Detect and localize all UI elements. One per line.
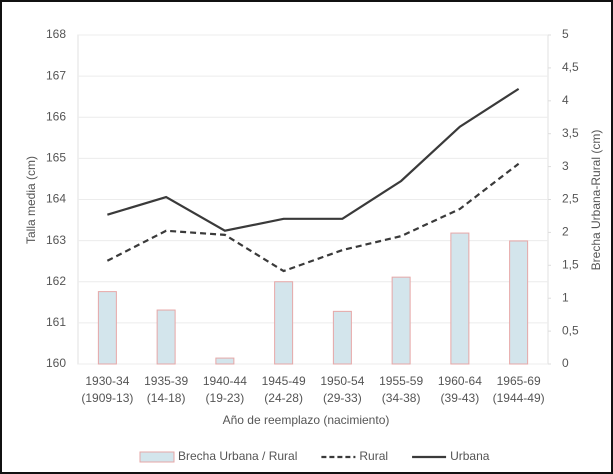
x-tick-label: (34-38) [382, 391, 421, 405]
x-tick-label: 1955-59 [379, 374, 423, 388]
x-tick-label: (39-43) [441, 391, 480, 405]
y2-tick-label: 3,5 [562, 126, 579, 140]
y2-tick-label: 4 [562, 93, 569, 107]
bar [156, 309, 176, 365]
y2-tick-label: 0 [562, 356, 569, 370]
y-tick-label: 167 [46, 68, 66, 82]
x-tick-label: 1960-64 [438, 374, 482, 388]
x-tick-label: (29-33) [323, 391, 362, 405]
y-tick-label: 163 [46, 233, 66, 247]
x-tick-label: (24-28) [264, 391, 303, 405]
bar [332, 310, 352, 365]
y-tick-label: 160 [46, 356, 66, 370]
bar [215, 357, 235, 365]
y2-tick-label: 1,5 [562, 257, 579, 271]
x-tick-label: 1935-39 [144, 374, 188, 388]
line [107, 87, 520, 232]
y-tick-label: 164 [46, 192, 66, 206]
y-tick-label: 162 [46, 274, 66, 288]
y-tick-label: 166 [46, 109, 66, 123]
legend-label: Brecha Urbana / Rural [178, 449, 297, 463]
y-tick-label: 165 [46, 151, 66, 165]
bar [274, 281, 294, 365]
y2-tick-label: 2 [562, 225, 569, 239]
x-tick-label: (1909-13) [81, 391, 133, 405]
x-tick-label: (19-23) [206, 391, 245, 405]
x-tick-label: 1940-44 [203, 374, 247, 388]
y2-tick-label: 4,5 [562, 60, 579, 74]
y2-tick-label: 3 [562, 159, 569, 173]
x-axis-title: Año de reemplazo (nacimiento) [223, 413, 390, 427]
x-tick-label: 1965-69 [497, 374, 541, 388]
y2-axis-title: Brecha Urbana-Rural (cm) [589, 130, 603, 271]
y2-tick-label: 5 [562, 27, 569, 41]
y2-tick-label: 1 [562, 290, 569, 304]
x-tick-label: 1945-49 [262, 374, 306, 388]
bar [450, 232, 470, 365]
x-tick-label: (14-18) [147, 391, 186, 405]
bar [509, 240, 529, 365]
y2-tick-label: 2,5 [562, 192, 579, 206]
y-tick-label: 161 [46, 315, 66, 329]
y-axis-title: Talla media (cm) [24, 156, 38, 244]
x-tick-label: 1950-54 [320, 374, 364, 388]
line [106, 162, 520, 273]
x-tick-label: 1930-34 [85, 374, 129, 388]
bar [97, 291, 117, 365]
bar [391, 276, 411, 365]
legend-swatch [139, 451, 175, 463]
x-tick-label: (1944-49) [493, 391, 545, 405]
legend-label: Urbana [450, 449, 490, 463]
legend-label: Rural [359, 449, 388, 463]
y2-tick-label: 0,5 [562, 323, 579, 337]
y-tick-label: 168 [46, 27, 66, 41]
